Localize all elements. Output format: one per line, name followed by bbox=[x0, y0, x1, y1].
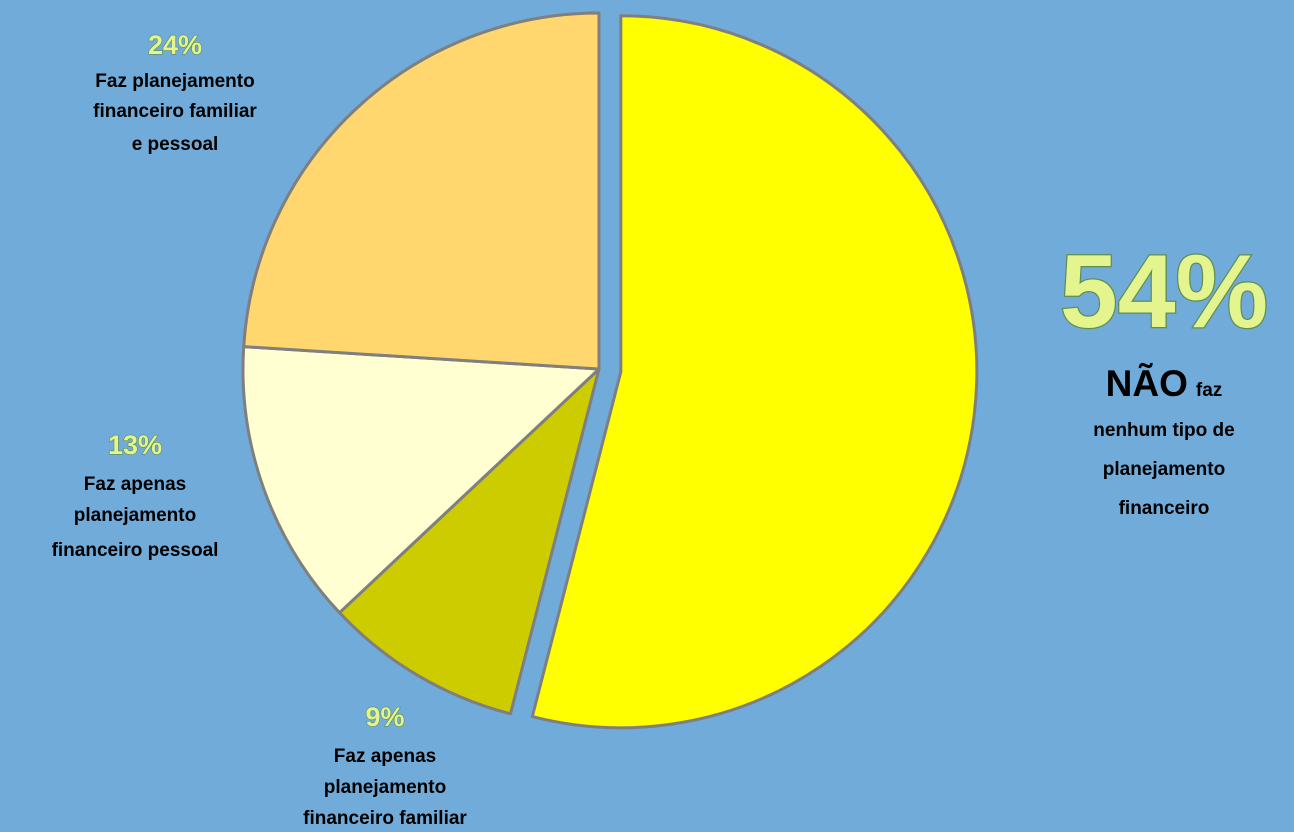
slice-label-1-line-1: NÃO faz bbox=[1106, 362, 1223, 404]
slice-label-4-line-2: financeiro familiar bbox=[93, 101, 257, 122]
slice-label-3-line-3: financeiro pessoal bbox=[52, 540, 219, 561]
slice-label-1-emphasis: NÃO bbox=[1106, 362, 1188, 404]
slice-label-4-line-3: e pessoal bbox=[132, 134, 219, 155]
slice-label-1-word: faz bbox=[1196, 380, 1222, 401]
slice-percent-label-1: 54% bbox=[1060, 234, 1268, 350]
slice-label-2-line-3: financeiro familiar bbox=[303, 808, 467, 829]
slice-label-3-line-1: Faz apenas bbox=[84, 474, 186, 495]
slice-label-4-line-1: Faz planejamento bbox=[95, 71, 254, 92]
slice-label-1-line-2: nenhum tipo de bbox=[1093, 420, 1234, 441]
slice-percent-label-2: 9% bbox=[365, 702, 404, 732]
slice-label-1-line-3: planejamento bbox=[1103, 459, 1225, 480]
slice-label-3-line-2: planejamento bbox=[74, 505, 196, 526]
pie-slice-4 bbox=[242, 11, 601, 371]
pie-slice-1 bbox=[530, 14, 979, 730]
slice-label-2-line-2: planejamento bbox=[324, 777, 446, 798]
pie-slices bbox=[241, 11, 979, 730]
pie-slice-3 bbox=[241, 345, 601, 615]
pie-slice-2 bbox=[337, 367, 601, 716]
slice-label-2-line-1: Faz apenas bbox=[334, 746, 436, 767]
slice-label-1-line-4: financeiro bbox=[1119, 498, 1210, 519]
slice-percent-label-3: 13% bbox=[108, 430, 162, 460]
slice-percent-label-4: 24% bbox=[148, 30, 202, 60]
